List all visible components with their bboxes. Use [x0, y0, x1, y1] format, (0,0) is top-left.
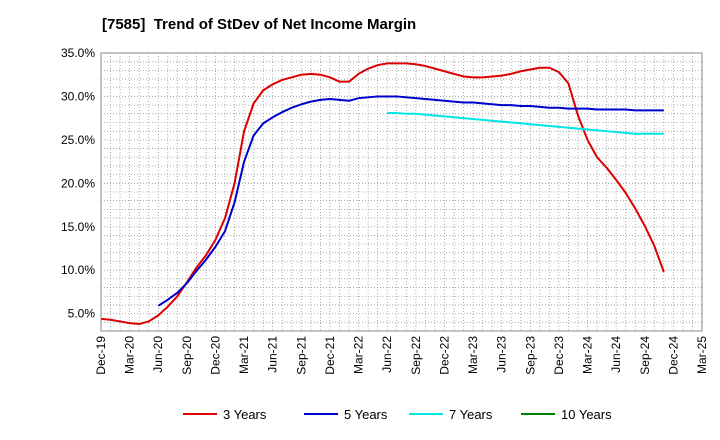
y-tick-label: 15.0% — [61, 220, 95, 234]
legend: 3 Years 5 Years 7 Years 10 Years — [183, 407, 612, 422]
x-tick-label: Jun-20 — [151, 336, 165, 373]
x-tick-label: Mar-24 — [581, 336, 595, 374]
x-tick-label: Mar-22 — [352, 336, 366, 374]
legend-label: 3 Years — [223, 407, 267, 422]
plot-frame — [100, 52, 703, 332]
y-tick-label: 10.0% — [61, 263, 95, 277]
x-tick-label: Jun-21 — [266, 336, 280, 373]
series-line-7-years — [387, 111, 664, 135]
legend-label: 5 Years — [344, 407, 388, 422]
legend-label: 7 Years — [449, 407, 493, 422]
x-tick-label: Jun-24 — [609, 336, 623, 373]
y-axis-ticks: 5.0% 10.0% 15.0% 20.0% 25.0% 30.0% 35.0% — [61, 46, 95, 321]
y-tick-label: 25.0% — [61, 133, 95, 147]
x-tick-label: Dec-22 — [437, 336, 451, 375]
x-tick-label: Sep-23 — [523, 336, 537, 375]
x-tick-label: Sep-21 — [294, 336, 308, 375]
x-tick-label: Mar-23 — [466, 336, 480, 374]
y-tick-label: 35.0% — [61, 46, 95, 60]
x-tick-label: Sep-20 — [180, 336, 194, 375]
legend-label: 10 Years — [561, 407, 612, 422]
x-tick-label: Mar-20 — [123, 336, 137, 374]
x-tick-label: Dec-23 — [552, 336, 566, 375]
y-tick-label: 30.0% — [61, 89, 95, 103]
x-tick-label: Mar-21 — [237, 336, 251, 374]
x-tick-label: Sep-24 — [638, 336, 652, 375]
series-line-3-years — [100, 62, 665, 326]
series-group — [100, 62, 665, 326]
x-tick-label: Jun-23 — [495, 336, 509, 373]
x-axis-ticks: Dec-19 Mar-20 Jun-20 Sep-20 Dec-20 Mar-21 Jun-… — [94, 336, 709, 375]
x-tick-label: Dec-21 — [323, 336, 337, 375]
series-line-5-years — [157, 95, 664, 307]
x-tick-label: Sep-22 — [409, 336, 423, 375]
y-tick-label: 20.0% — [61, 176, 95, 190]
y-tick-label: 5.0% — [68, 307, 96, 321]
x-tick-label: Dec-20 — [208, 336, 222, 375]
x-tick-label: Jun-22 — [380, 336, 394, 373]
x-tick-label: Mar-25 — [695, 336, 709, 374]
x-tick-label: Dec-24 — [666, 336, 680, 375]
chart-title: [7585] Trend of StDev of Net Income Marg… — [102, 16, 417, 33]
x-tick-label: Dec-19 — [94, 336, 108, 375]
